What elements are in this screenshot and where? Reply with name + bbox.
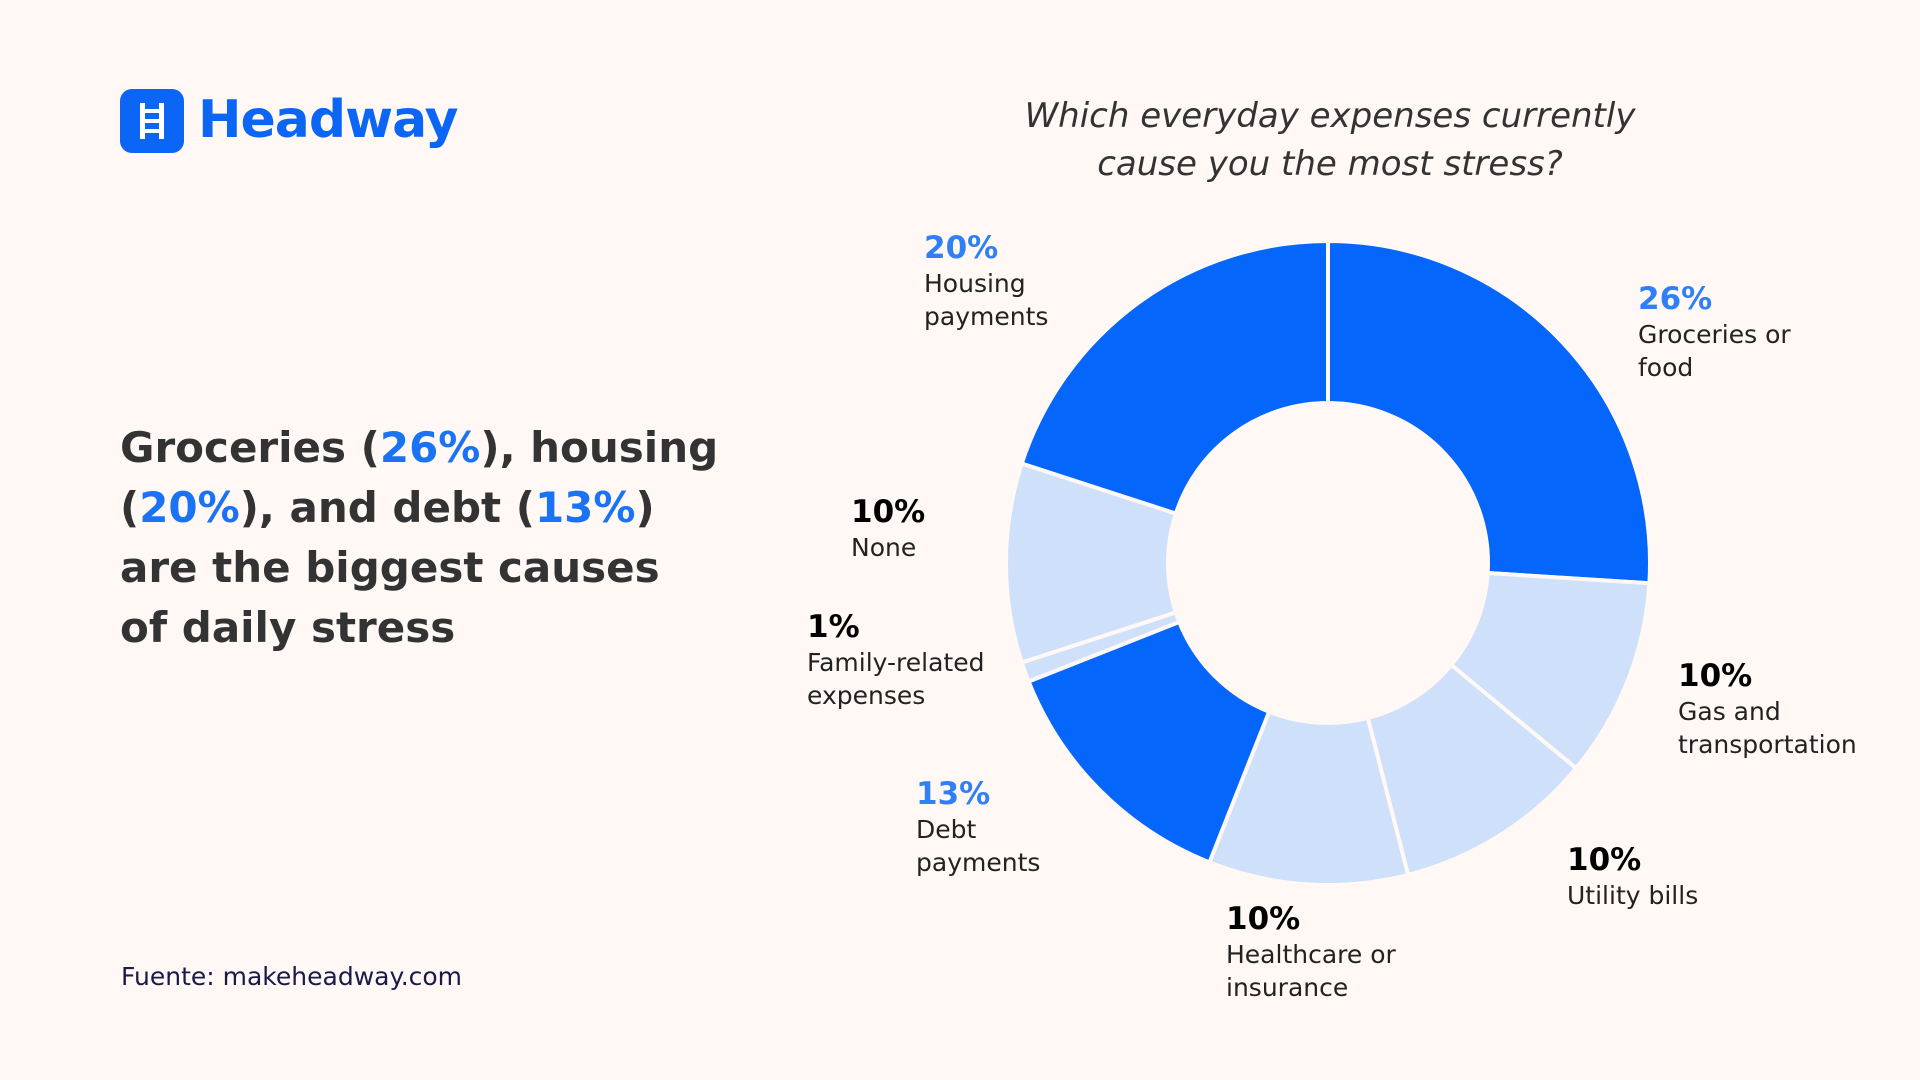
category-label: Debt payments [916,815,1041,877]
logo-icon [120,89,184,153]
brand: Headway [198,90,459,150]
segment-label: 10% Gas and transportation [1678,657,1878,761]
segment-label: 10% Healthcare or insurance [1226,900,1426,1004]
headline-highlight: 13% [534,483,636,532]
value-label: 26% [1638,281,1713,317]
value-label: 1% [807,609,860,645]
category-label: Gas and transportation [1678,697,1857,759]
value-label: 20% [924,230,999,266]
category-label: Healthcare or insurance [1226,940,1396,1002]
headline-highlight: 26% [379,423,481,472]
segment-label: 1% Family-related expenses [807,608,1007,712]
value-label: 10% [1567,842,1642,878]
donut-segment [1019,239,1330,516]
segment-label: 13% Debt payments [916,775,1046,879]
category-label: Family-related expenses [807,648,985,710]
segment-label: 10% None [851,493,961,564]
value-label: 10% [851,494,926,530]
category-label: Groceries or food [1638,320,1791,382]
headline-text: ), and debt ( [239,483,535,532]
headline-text: Groceries ( [120,423,380,472]
chart-title: Which everyday expenses currently cause … [1024,96,1636,184]
donut-segment [1326,239,1652,586]
category-label: Utility bills [1567,881,1699,910]
category-label: None [851,533,917,562]
donut-segment [1026,619,1272,865]
headline-highlight: 20% [139,483,240,532]
value-label: 13% [916,776,991,812]
segment-label: 26% Groceries or food [1638,280,1828,384]
headline-text: ), housing ( [120,423,719,532]
value-label: 10% [1226,901,1301,937]
headline: Groceries (26%), housing (20%), and debt… [120,418,720,658]
segment-label: 10% Utility bills [1567,841,1767,912]
value-label: 10% [1678,658,1753,694]
segment-label: 20% Housing payments [924,229,1064,333]
category-label: Housing payments [924,269,1049,331]
headline-text: ) are the biggest causes of daily stress [120,483,660,652]
source: Fuente: makeheadway.com [121,962,463,991]
